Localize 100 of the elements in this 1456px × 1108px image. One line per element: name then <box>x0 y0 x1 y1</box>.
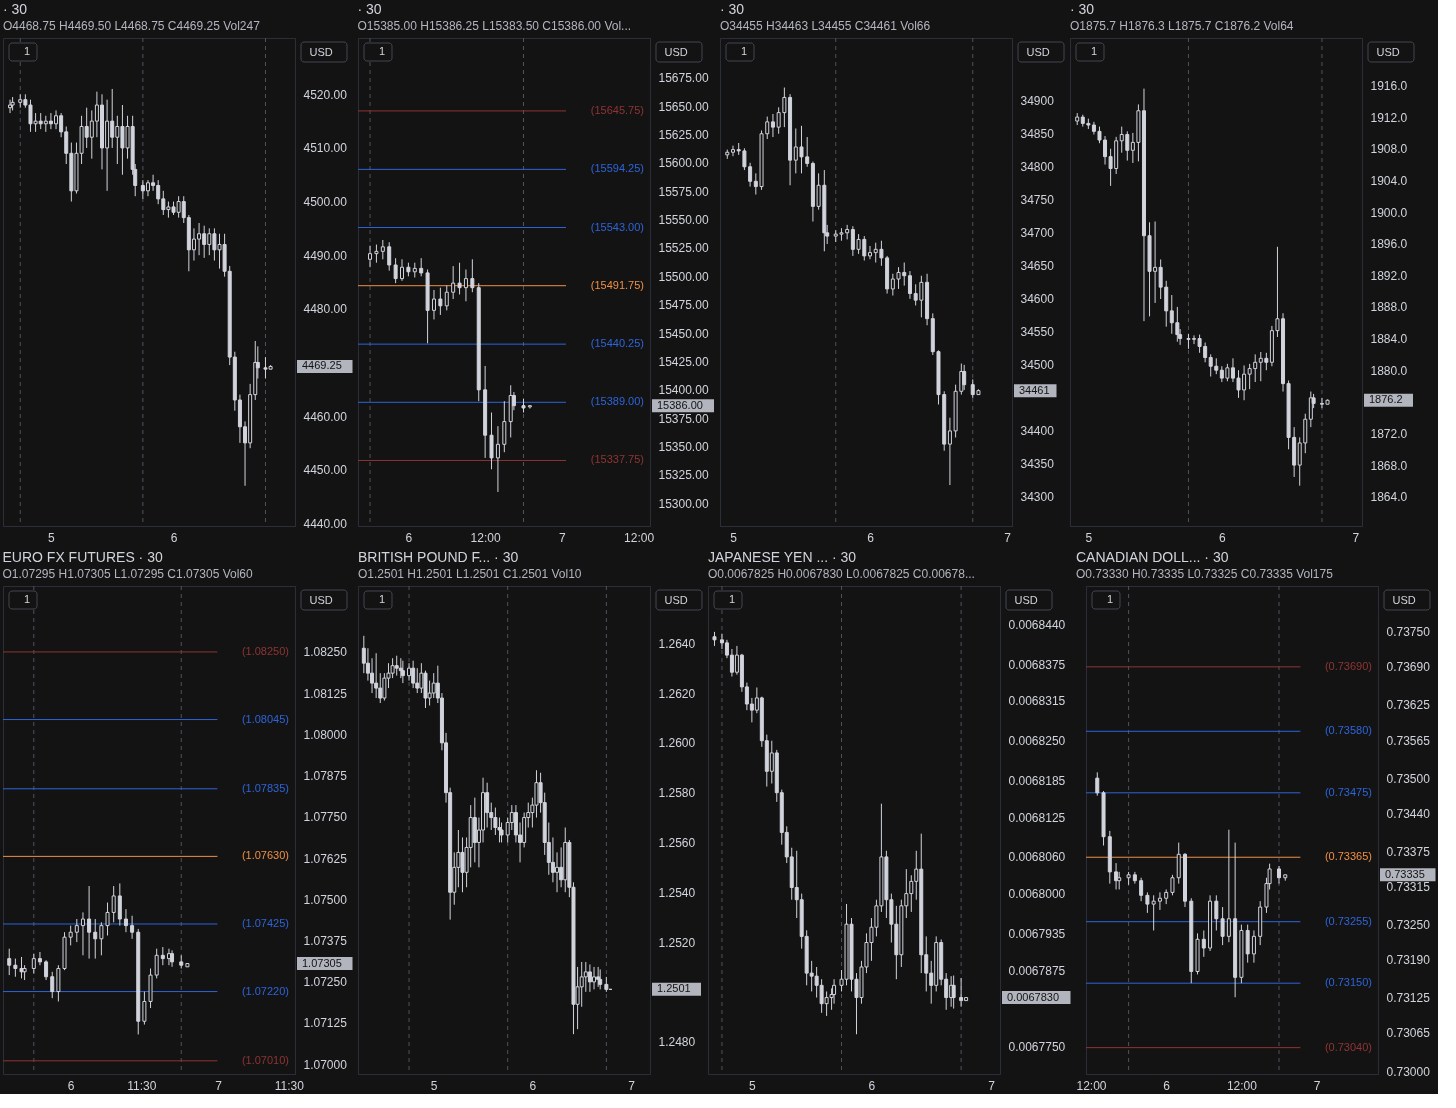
y-tick-label: 15625.00 <box>658 127 709 142</box>
y-tick-label: 0.73000 <box>1386 1064 1431 1079</box>
x-tick-label: 6 <box>67 1078 75 1093</box>
text: 1.07305 <box>302 956 342 969</box>
y-tick-label: 4450.00 <box>303 463 348 478</box>
x-tick-label: 6 <box>405 530 413 545</box>
candlestick <box>87 885 92 960</box>
candlestick <box>451 265 456 300</box>
y-tick-label: 34700 <box>1020 226 1055 241</box>
ref-line-label: (1.07835) <box>241 781 289 794</box>
chart-title: JAPANESE YEN ... · 30 <box>708 548 857 565</box>
y-tick-label: 0.73750 <box>1386 625 1431 640</box>
y-tick-label: 4510.00 <box>303 141 348 156</box>
y-tick-label: 4460.00 <box>303 409 348 424</box>
x-tick-label: 7 <box>988 1078 996 1093</box>
y-tick-label: 34350 <box>1020 457 1055 472</box>
y-tick-label: 15575.00 <box>658 184 709 199</box>
candlestick <box>74 918 79 943</box>
text: 0.0067830 <box>1007 990 1059 1003</box>
ref-line-label: (1.07010) <box>241 1053 289 1066</box>
y-tick-label: 1916.0 <box>1370 78 1408 93</box>
ref-line-label: (0.73365) <box>1324 850 1372 863</box>
y-tick-label: 1884.0 <box>1370 332 1408 347</box>
candlestick <box>93 918 98 960</box>
candlestick <box>1201 929 1206 958</box>
annotation: 1 <box>23 593 31 605</box>
candlestick <box>579 961 584 1008</box>
y-tick-label: 34300 <box>1020 490 1055 505</box>
candlestick <box>374 652 379 699</box>
y-tick-label: 1.2620 <box>658 686 696 701</box>
candlestick <box>13 958 18 978</box>
y-axis-title: USD <box>664 593 688 606</box>
y-tick-label: 1.07625 <box>303 851 348 866</box>
y-tick-label: 0.73440 <box>1386 806 1431 821</box>
annotation: 1 <box>1090 45 1098 57</box>
chart-subtitle: O0.0067825 H0.0067830 L0.0067825 C0.00678... <box>708 566 975 581</box>
x-tick-label: 11:30 <box>127 1078 157 1093</box>
x-tick-label: 7 <box>1313 1078 1321 1093</box>
ref-line-label: (15491.75) <box>590 278 644 291</box>
y-tick-label: 1.07500 <box>303 892 348 907</box>
ref-line-label: (15389.00) <box>590 395 644 408</box>
candlestick <box>1157 891 1162 911</box>
x-tick-label: 7 <box>215 1078 223 1093</box>
ref-line-label: (0.73255) <box>1324 914 1372 927</box>
annotation: 1 <box>378 593 386 605</box>
y-tick-label: 1904.0 <box>1370 173 1408 188</box>
candlestick <box>470 258 475 293</box>
chart-subtitle: O1875.7 H1876.3 L1875.7 C1876.2 Vol64 <box>1070 18 1294 33</box>
ref-line-label: (1.08045) <box>241 712 289 725</box>
y-tick-label: 15350.00 <box>658 440 709 455</box>
y-tick-label: 1900.0 <box>1370 205 1408 220</box>
candlestick <box>1139 877 1144 902</box>
x-tick-label: 12:00 <box>1226 1078 1258 1093</box>
y-tick-label: 0.0068375 <box>1008 657 1066 672</box>
y-tick-label: 34600 <box>1020 292 1055 307</box>
y-tick-label: 0.0068000 <box>1008 887 1066 902</box>
chart-subtitle: O4468.75 H4469.50 L4468.75 C4469.25 Vol247 <box>3 18 261 33</box>
y-tick-label: 1.2560 <box>658 835 696 850</box>
y-tick-label: 15425.00 <box>658 354 709 369</box>
candlestick <box>1251 929 1256 964</box>
ref-line-label: (15440.25) <box>590 337 644 350</box>
y-tick-label: 1864.0 <box>1370 490 1408 505</box>
x-tick-label: 6 <box>1219 530 1226 545</box>
y-tick-label: 0.73125 <box>1386 991 1431 1006</box>
y-tick-label: 0.0068060 <box>1008 850 1066 865</box>
y-tick-label: 1892.0 <box>1370 268 1408 283</box>
candlestick <box>44 959 49 981</box>
y-tick-label: 34850 <box>1020 127 1055 142</box>
y-tick-label: 1.2600 <box>658 736 696 751</box>
x-tick-label: 5 <box>749 1078 757 1093</box>
y-tick-label: 4520.00 <box>303 87 348 102</box>
candlestick <box>527 404 532 410</box>
y-tick-label: 15325.00 <box>658 468 709 483</box>
y-tick-label: 1872.0 <box>1370 426 1408 441</box>
candlestick <box>1095 771 1100 797</box>
y-tick-label: 0.73500 <box>1386 771 1431 786</box>
y-tick-label: 4440.00 <box>303 516 348 531</box>
y-tick-label: 1.07250 <box>303 975 348 990</box>
candlestick <box>394 655 399 677</box>
y-axis-title: USD <box>1026 45 1050 58</box>
y-tick-label: 0.73190 <box>1386 953 1431 968</box>
x-tick-label: 6 <box>170 530 178 545</box>
y-tick-label: 4490.00 <box>303 248 348 263</box>
y-tick-label: 1868.0 <box>1370 458 1408 473</box>
chart-title: BRITISH POUND F... · 30 <box>358 548 519 565</box>
x-tick-label: 11:30 <box>274 1078 305 1093</box>
y-tick-label: 0.73690 <box>1386 660 1431 675</box>
chart-title: · 30 <box>720 0 745 17</box>
y-tick-label: 4480.00 <box>303 302 348 317</box>
y-tick-label: 0.0067750 <box>1008 1039 1066 1054</box>
candlestick <box>1226 829 1231 943</box>
chart-title: · 30 <box>3 0 28 17</box>
y-tick-label: 1880.0 <box>1370 363 1408 378</box>
y-tick-label: 15375.00 <box>658 411 709 426</box>
y-tick-label: 34550 <box>1020 325 1055 340</box>
chart-subtitle: O1.07295 H1.07305 L1.07295 C1.07305 Vol60 <box>2 566 254 581</box>
candlestick <box>489 412 494 470</box>
ref-line-label: (1.07220) <box>241 984 289 997</box>
annotation: 1 <box>378 45 386 57</box>
candlestick <box>1220 906 1225 946</box>
